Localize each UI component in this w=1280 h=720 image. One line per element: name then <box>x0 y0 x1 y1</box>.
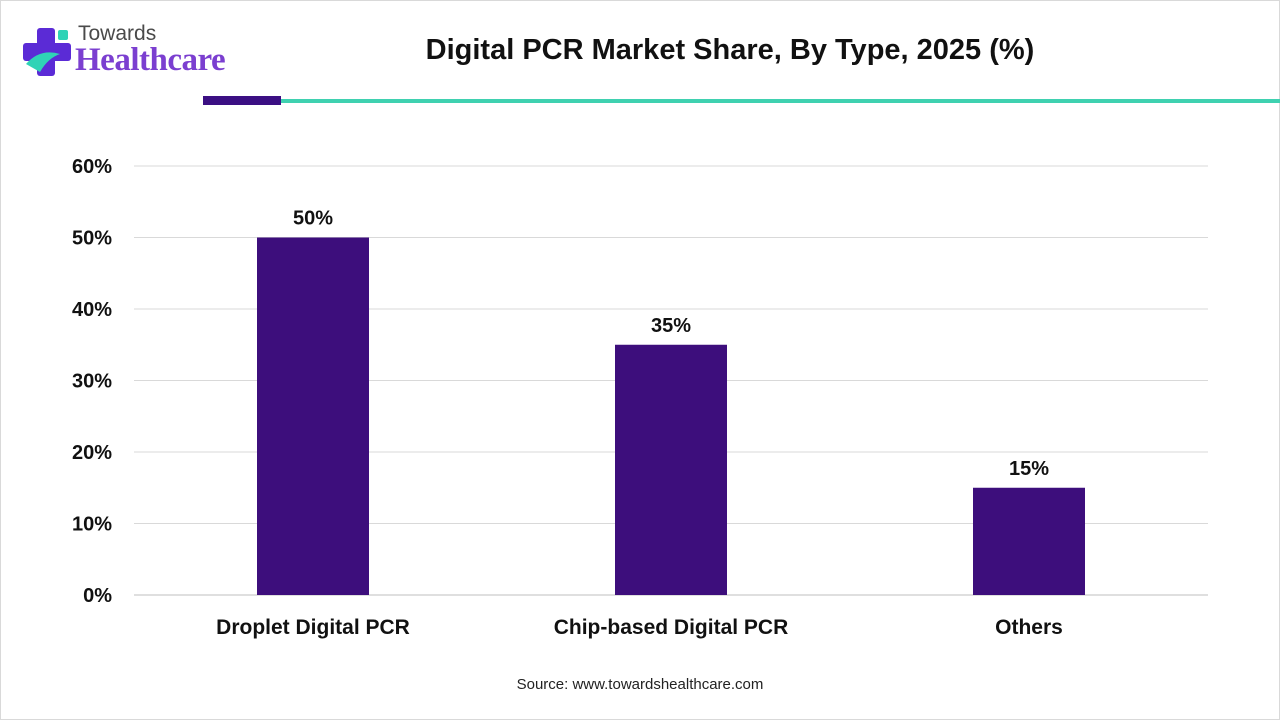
data-labels: 50% 35% 15% <box>293 208 1049 480</box>
header-accent-bar <box>203 96 281 105</box>
bar <box>615 344 727 595</box>
brand-logo: Towards Healthcare <box>20 20 250 90</box>
bar <box>257 237 369 595</box>
x-axis-ticks: Droplet Digital PCR Chip-based Digital PC… <box>216 616 1063 639</box>
y-tick-label: 0% <box>83 585 112 607</box>
chart-title: Digital PCR Market Share, By Type, 2025 … <box>425 34 1035 66</box>
header-rule-line <box>281 99 1280 103</box>
y-tick-label: 60% <box>72 156 112 178</box>
x-tick-label: Droplet Digital PCR <box>216 616 410 639</box>
y-tick-label: 30% <box>72 371 112 393</box>
x-tick-label: Others <box>995 616 1063 639</box>
x-tick-label: Chip-based Digital PCR <box>554 616 789 639</box>
data-label: 35% <box>651 315 691 337</box>
y-tick-label: 40% <box>72 299 112 321</box>
y-tick-label: 10% <box>72 514 112 536</box>
y-tick-label: 20% <box>72 442 112 464</box>
data-label: 50% <box>293 208 333 230</box>
data-label: 15% <box>1009 458 1049 480</box>
source-note: Source: www.towardshealthcare.com <box>516 676 764 693</box>
brand-main-text: Healthcare <box>75 42 226 78</box>
medical-cross-icon <box>23 28 71 76</box>
y-tick-label: 50% <box>72 228 112 250</box>
bars <box>257 237 1085 595</box>
brand-top-text: Towards <box>78 22 157 45</box>
bar <box>973 487 1085 595</box>
y-axis-ticks: 0% 10% 20% 30% 40% 50% 60% <box>72 156 112 607</box>
